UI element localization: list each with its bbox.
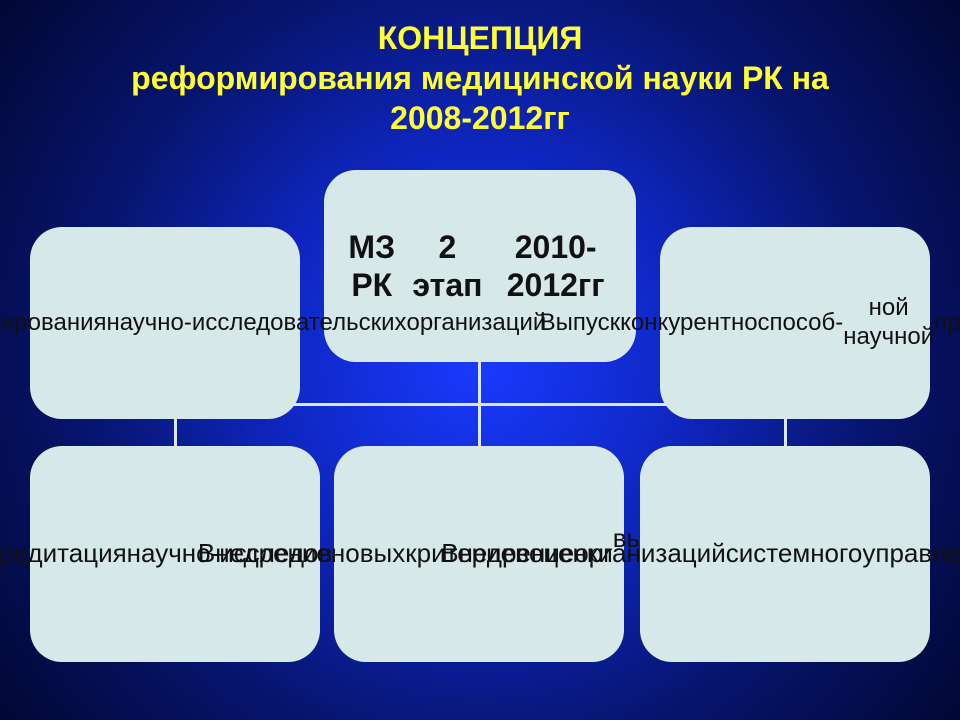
connector-drop <box>478 362 481 404</box>
node-text-line: Внедрение <box>198 538 331 569</box>
title-line1: КОНЦЕПЦИЯ <box>378 20 583 56</box>
node-text-line: управления <box>862 538 960 569</box>
node-text-line: МЗ РК <box>334 228 410 305</box>
node-right_top: Выпускконкурентноспособ-ной научнойпроду… <box>660 227 930 419</box>
connector-child2 <box>478 404 481 446</box>
slide: КОНЦЕПЦИЯ реформирования медицинской нау… <box>0 0 960 720</box>
slide-title: КОНЦЕПЦИЯ реформирования медицинской нау… <box>0 18 960 138</box>
node-text-line: исследовательских <box>192 309 407 338</box>
connector-child3 <box>784 404 787 446</box>
node-text-line: научно- <box>106 309 191 338</box>
connector-child1 <box>174 404 177 446</box>
title-line2: реформирования медицинской науки РК на <box>131 60 829 96</box>
node-text-line: организаций <box>574 538 726 569</box>
node-left_top: Увеличениефинансированиянаучно-исследова… <box>30 227 300 419</box>
node-text-line: 2 этап <box>410 228 486 305</box>
node-text-line: Выпуск <box>540 309 620 338</box>
node-text-line: ной научной <box>843 294 934 352</box>
title-line3: 2008-2012гг <box>390 100 570 136</box>
node-child3: Внедрениеорганизацийсистемногоуправления… <box>640 446 930 662</box>
node-text-line: аккредитация <box>0 538 127 569</box>
node-text-line: 2010-2012гг <box>485 228 626 305</box>
node-text-line: конкурентноспособ- <box>620 309 843 338</box>
node-text-line: организаций <box>406 309 546 338</box>
node-text-line: продукции <box>934 309 960 338</box>
node-text-line: финансирования <box>0 309 106 338</box>
node-text-line: системного <box>726 538 863 569</box>
node-text-line: Внедрение <box>441 538 574 569</box>
node-text-line: новых <box>331 538 405 569</box>
